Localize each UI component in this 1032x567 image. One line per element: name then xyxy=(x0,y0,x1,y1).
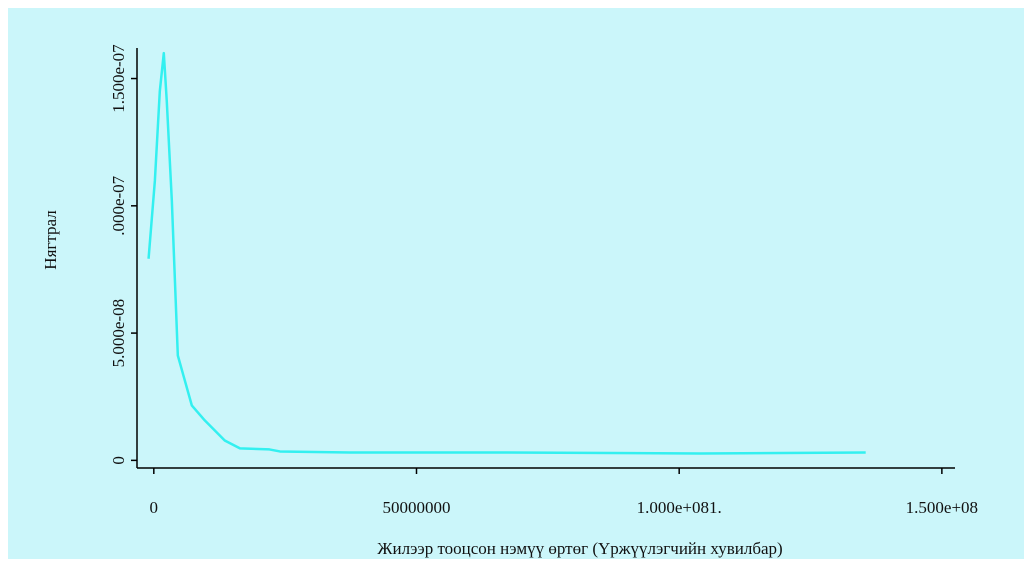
plot-background xyxy=(8,8,1024,559)
x-axis-title: Жилээр тооцсон нэмүү өртөг (Үржүүлэгчийн… xyxy=(377,539,782,558)
y-tick-label: 5.000e-08 xyxy=(109,299,128,367)
x-tick-label: 1.500e+08 xyxy=(906,498,978,517)
y-axis-title: Нягтрал xyxy=(41,210,60,270)
y-tick-label: 1.500e-07 xyxy=(109,44,128,113)
y-tick-label: 0 xyxy=(109,456,128,465)
x-tick-label: 50000000 xyxy=(382,498,450,517)
x-tick-label: 0 xyxy=(150,498,159,517)
density-line xyxy=(147,51,866,455)
y-tick-label: .000e-07 xyxy=(109,175,128,235)
x-tick-label: 1.000e+081. xyxy=(637,498,722,517)
